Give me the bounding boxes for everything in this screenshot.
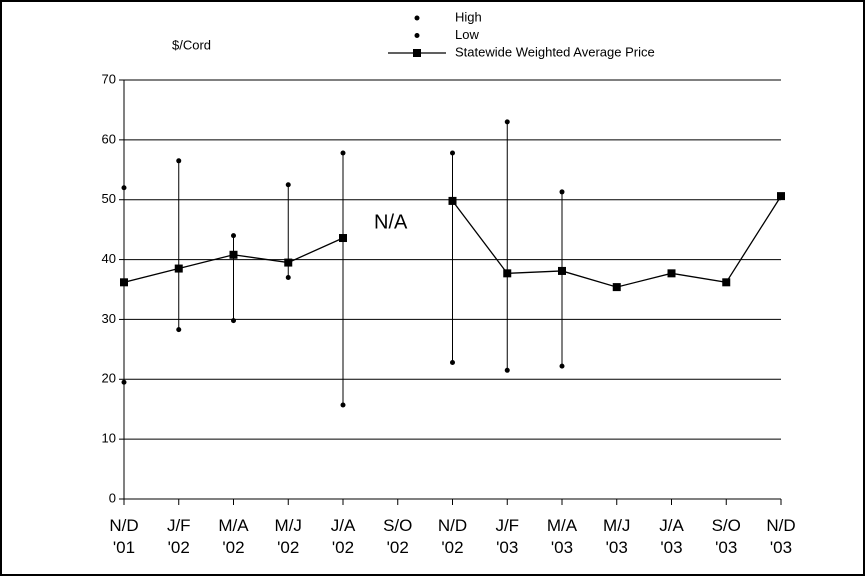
x-tick-label: M/A '03: [546, 516, 578, 557]
marker-dot: [504, 119, 510, 125]
marker-dot: [559, 363, 565, 369]
annotation: N/A: [374, 211, 408, 233]
legend-label: High: [455, 9, 482, 24]
x-tick-label: M/J '03: [603, 516, 631, 557]
x-tick-label: M/J '02: [274, 516, 302, 557]
marker-square: [284, 258, 293, 267]
x-tick-label: J/F '02: [166, 516, 191, 557]
y-tick-label: 60: [102, 131, 116, 146]
marker-square: [120, 278, 128, 287]
marker-square: [229, 250, 238, 259]
marker-square: [722, 278, 731, 287]
marker-dot: [559, 189, 565, 195]
x-tick-label: N/D '02: [437, 516, 468, 557]
legend-marker: [413, 49, 421, 57]
y-tick-label: 40: [102, 251, 116, 266]
x-tick-label: J/F '03: [495, 516, 520, 557]
y-axis-label: $/Cord: [172, 37, 211, 52]
marker-square: [448, 196, 457, 205]
marker-dot: [231, 233, 236, 239]
marker-dot: [176, 327, 182, 333]
marker-square: [777, 192, 785, 201]
marker-dot: [340, 150, 346, 156]
y-tick-label: 10: [102, 431, 116, 446]
marker-dot: [450, 150, 455, 156]
marker-square: [503, 269, 512, 278]
x-tick-label: N/D '01: [109, 516, 139, 557]
marker-dot: [176, 158, 182, 164]
y-tick-label: 70: [102, 71, 116, 86]
marker-dot: [504, 367, 510, 373]
marker-dot: [231, 318, 236, 324]
marker-dot: [285, 275, 291, 281]
x-tick-label: J/A '02: [330, 516, 356, 557]
marker-dot: [450, 360, 455, 366]
y-tick-label: 50: [102, 191, 116, 206]
legend-marker: [414, 15, 420, 21]
y-tick-label: 0: [109, 490, 116, 505]
y-tick-label: 20: [102, 371, 116, 386]
x-tick-label: M/A '02: [218, 516, 249, 557]
marker-square: [174, 264, 183, 273]
x-tick-label: N/D '03: [766, 516, 796, 557]
marker-dot: [121, 379, 127, 385]
x-tick-label: S/O '02: [383, 516, 413, 557]
marker-dot: [340, 402, 346, 408]
marker-dot: [285, 182, 291, 188]
marker-square: [667, 269, 676, 278]
x-tick-label: S/O '03: [711, 516, 741, 557]
marker-square: [612, 283, 621, 292]
x-tick-label: J/A '03: [659, 516, 684, 557]
y-tick-label: 30: [102, 311, 116, 326]
marker-square: [558, 266, 566, 275]
legend-label: Low: [455, 27, 479, 42]
legend-label: Statewide Weighted Average Price: [455, 44, 655, 59]
marker-square: [339, 234, 347, 243]
legend-marker: [414, 33, 420, 38]
marker-dot: [121, 185, 127, 191]
